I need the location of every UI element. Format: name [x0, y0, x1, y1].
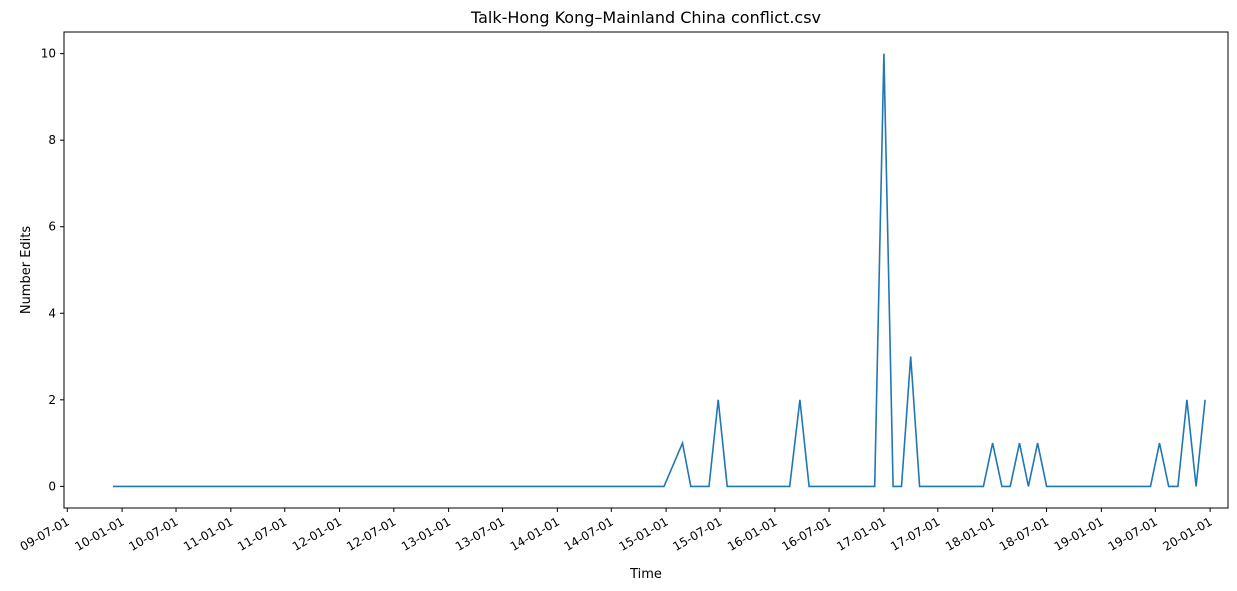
x-tick-label: 16-07-01: [779, 514, 833, 553]
x-tick-label: 16-01-01: [725, 514, 779, 553]
y-tick-label: 6: [48, 220, 56, 234]
series-line: [112, 53, 1206, 488]
x-tick-label: 18-01-01: [943, 514, 997, 553]
x-tick-label: 12-01-01: [290, 514, 344, 553]
y-tick-label: 10: [41, 47, 56, 61]
x-tick-label: 10-01-01: [72, 514, 126, 553]
x-tick-label: 17-07-01: [888, 514, 942, 553]
x-axis-label: Time: [629, 567, 662, 582]
x-tick-label: 20-01-01: [1160, 514, 1214, 553]
plot-frame: [63, 31, 1229, 509]
chart-title: Talk-Hong Kong–Mainland China conflict.c…: [470, 8, 821, 27]
x-tick-label: 19-07-01: [1106, 514, 1160, 553]
x-tick-label: 11-01-01: [181, 514, 235, 553]
x-tick-label: 15-01-01: [616, 514, 670, 553]
x-axis: 09-07-01 10-01-01 10-07-01 11-01-01 11-07-01…: [18, 508, 1215, 554]
x-tick-label: 11-07-01: [235, 514, 289, 553]
x-tick-label: 17-01-01: [834, 514, 888, 553]
x-tick-label: 09-07-01: [18, 514, 72, 553]
x-tick-label: 14-07-01: [562, 514, 616, 553]
y-tick-label: 2: [48, 393, 56, 407]
x-tick-label: 15-07-01: [670, 514, 724, 553]
y-axis-label: Number Edits: [19, 226, 34, 315]
y-axis: 0 2 4 6 8 10: [41, 47, 64, 493]
y-tick-label: 0: [48, 479, 56, 493]
y-tick-label: 8: [48, 133, 56, 147]
x-tick-label: 12-07-01: [344, 514, 398, 553]
x-tick-label: 13-01-01: [399, 514, 453, 553]
x-tick-label: 19-01-01: [1052, 514, 1106, 553]
x-tick-label: 13-07-01: [453, 514, 507, 553]
x-tick-label: 14-01-01: [508, 514, 562, 553]
series-points: [112, 53, 1206, 487]
y-tick-label: 4: [48, 306, 56, 320]
x-tick-label: 10-07-01: [126, 514, 180, 553]
x-tick-label: 18-07-01: [997, 514, 1051, 553]
